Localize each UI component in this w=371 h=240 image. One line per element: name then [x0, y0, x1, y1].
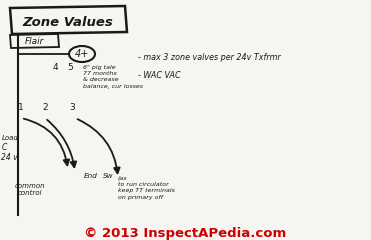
Text: 6" pig tale
77 months
& decrease
balance, cur losses: 6" pig tale 77 months & decrease balance…	[83, 65, 143, 89]
Text: 1: 1	[18, 102, 24, 112]
Ellipse shape	[69, 46, 95, 62]
Text: 4: 4	[52, 64, 58, 72]
Text: (as
to run circulator
keep TT terminals
on primary off: (as to run circulator keep TT terminals …	[118, 176, 175, 200]
Polygon shape	[10, 34, 59, 48]
Text: 4+: 4+	[75, 49, 89, 59]
Text: - max 3 zone valves per 24v Txfrmr: - max 3 zone valves per 24v Txfrmr	[138, 54, 280, 62]
Text: C: C	[2, 144, 7, 152]
Text: © 2013 InspectAPedia.com: © 2013 InspectAPedia.com	[84, 227, 286, 240]
Text: Zone Values: Zone Values	[23, 16, 114, 29]
Text: 2: 2	[42, 102, 48, 112]
Text: Load: Load	[2, 135, 19, 141]
Text: Sw: Sw	[103, 173, 114, 179]
Polygon shape	[10, 6, 127, 34]
Text: 24 v: 24 v	[1, 154, 18, 162]
Text: common
control: common control	[15, 183, 45, 196]
Text: End: End	[84, 173, 98, 179]
Text: - WAC VAC: - WAC VAC	[138, 71, 181, 79]
Text: 5: 5	[67, 64, 73, 72]
Text: Flair: Flair	[24, 36, 44, 46]
Text: 3: 3	[69, 102, 75, 112]
